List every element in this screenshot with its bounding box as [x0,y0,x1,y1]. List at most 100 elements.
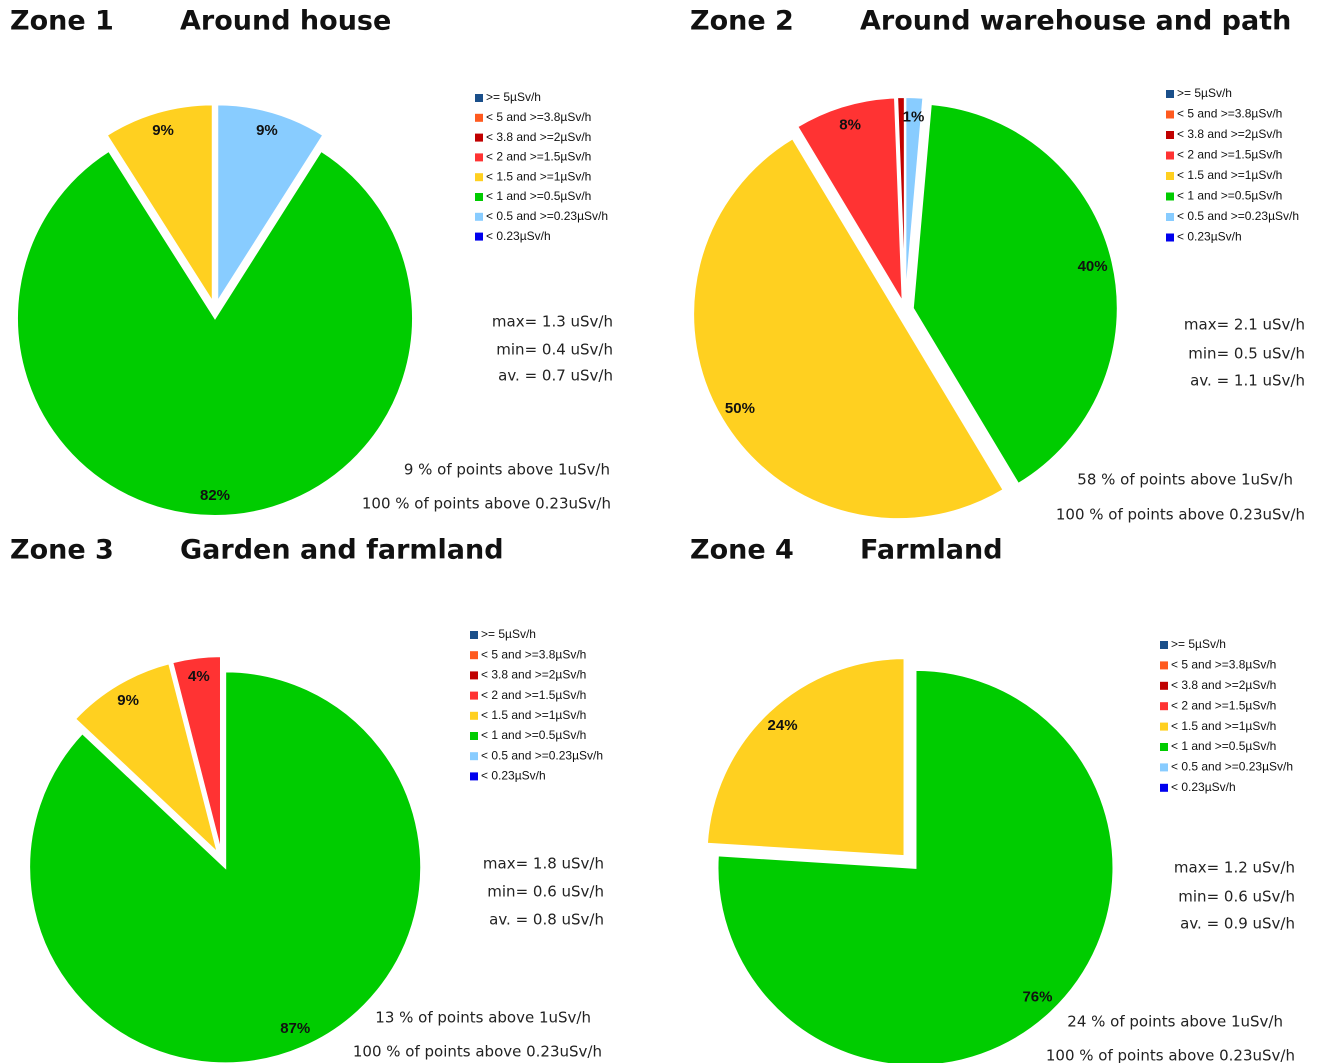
pie-slice [705,657,906,858]
data-label: 87% [280,1020,310,1037]
annotation: max= 2.1 uSv/h [1184,316,1305,334]
pie-slice [73,662,220,857]
legend-label: < 2 and >=1.5µSv/h [1171,698,1276,712]
legend-swatch [470,691,478,700]
legend-label: < 0.23µSv/h [1177,230,1242,244]
legend-label: >= 5µSv/h [486,90,541,104]
annotation: 100 % of points above 0.23uSv/h [353,1043,602,1061]
data-label: 8% [839,116,861,133]
chart-title: Zone 4 [690,535,794,566]
pie-slice [795,96,904,303]
legend-label: < 3.8 and >=2µSv/h [486,130,591,144]
legend-swatch [475,232,483,241]
legend-swatch [470,651,478,660]
legend-label: < 5 and >=3.8µSv/h [1171,658,1276,672]
legend-label: < 5 and >=3.8µSv/h [481,647,586,661]
annotation: av. = 0.8 uSv/h [489,911,604,929]
chart-title: Zone 3 [10,535,114,566]
legend-swatch [470,752,478,761]
legend-label: < 1.5 and >=1µSv/h [486,169,591,183]
data-label: 4% [188,668,210,685]
annotation: 13 % of points above 1uSv/h [375,1009,591,1027]
legend-swatch [470,671,478,680]
pie-slice [716,668,1115,1063]
data-label: 76% [1022,989,1052,1006]
annotation: av. = 0.7 uSv/h [498,367,613,385]
pie-slice [171,655,222,853]
pie-slice [16,149,414,517]
data-label: 9% [117,692,139,709]
legend-swatch [1160,681,1168,690]
legend-swatch [1166,172,1174,180]
data-label: 1% [903,109,925,126]
legend-label: < 2 and >=1.5µSv/h [1177,148,1282,162]
legend-label: < 3.8 and >=2µSv/h [1171,678,1276,692]
legend-label: < 1.5 and >=1µSv/h [1177,168,1282,182]
legend-swatch [1160,641,1168,649]
annotation: min= 0.4 uSv/h [496,341,613,359]
legend-swatch [475,212,483,221]
annotation: 58 % of points above 1uSv/h [1077,471,1293,489]
data-label: 50% [725,400,755,417]
data-label: 9% [256,122,278,139]
annotation: 100 % of points above 0.23uSv/h [1056,506,1305,524]
chart-subtitle: Around house [180,6,391,37]
legend-label: < 1 and >=0.5µSv/h [486,189,591,203]
legend-swatch [1166,110,1174,119]
legend-label: >= 5µSv/h [481,627,536,641]
legend-swatch [1160,763,1168,772]
legend-label: < 1.5 and >=1µSv/h [1171,719,1276,733]
legend-label: < 0.23µSv/h [486,229,551,243]
legend-swatch [1160,702,1168,711]
pie-slice [216,103,325,306]
legend-swatch [475,113,483,122]
legend-label: < 3.8 and >=2µSv/h [481,668,586,682]
annotation: 100 % of points above 0.23uSv/h [362,495,611,513]
legend-swatch [1160,722,1168,731]
pie-slice [911,102,1119,486]
legend-swatch [1166,213,1174,221]
data-label: 9% [152,122,174,139]
legend-swatch [1166,192,1174,201]
legend-label: < 1 and >=0.5µSv/h [1177,189,1282,203]
legend-label: < 0.5 and >=0.23µSv/h [481,748,603,762]
legend-swatch [1160,783,1168,792]
legend-swatch [470,732,478,740]
legend-label: < 5 and >=3.8µSv/h [1177,107,1282,121]
legend-label: < 1 and >=0.5µSv/h [481,728,586,742]
annotation: min= 0.6 uSv/h [487,883,604,901]
legend-label: < 0.23µSv/h [1171,780,1236,794]
legend-label: < 0.5 and >=0.23µSv/h [1177,209,1299,223]
legend-label: < 1 and >=0.5µSv/h [1171,739,1276,753]
legend-swatch [1166,233,1174,242]
legend-swatch [475,173,483,182]
legend-label: < 0.5 and >=0.23µSv/h [486,209,608,223]
chart-subtitle: Farmland [860,535,1003,566]
data-label: 40% [1078,258,1108,275]
chart-subtitle: Around warehouse and path [860,6,1291,37]
annotation: av. = 0.9 uSv/h [1180,915,1295,933]
legend-swatch [475,133,483,142]
legend-swatch [1160,661,1168,670]
legend-swatch [470,631,478,639]
annotation: max= 1.2 uSv/h [1174,859,1295,877]
legend-swatch [1166,151,1174,160]
legend-swatch [475,94,483,102]
legend-label: >= 5µSv/h [1177,86,1232,100]
legend-swatch [470,772,478,781]
chart-title: Zone 1 [10,6,114,37]
legend-label: < 0.23µSv/h [481,769,546,783]
legend-swatch [1160,743,1168,751]
pie-slice [904,96,925,303]
legend-swatch [470,711,478,720]
chart-title: Zone 2 [690,6,794,37]
annotation: 100 % of points above 0.23uSv/h [1046,1047,1295,1063]
legend-label: < 0.5 and >=0.23µSv/h [1171,760,1293,774]
annotation: max= 1.3 uSv/h [492,313,613,331]
legend-label: >= 5µSv/h [1171,637,1226,651]
legend-label: < 3.8 and >=2µSv/h [1177,127,1282,141]
legend-label: < 2 and >=1.5µSv/h [481,688,586,702]
legend-label: < 1.5 and >=1µSv/h [481,708,586,722]
pie-slice [28,670,423,1063]
data-label: 24% [768,717,798,734]
